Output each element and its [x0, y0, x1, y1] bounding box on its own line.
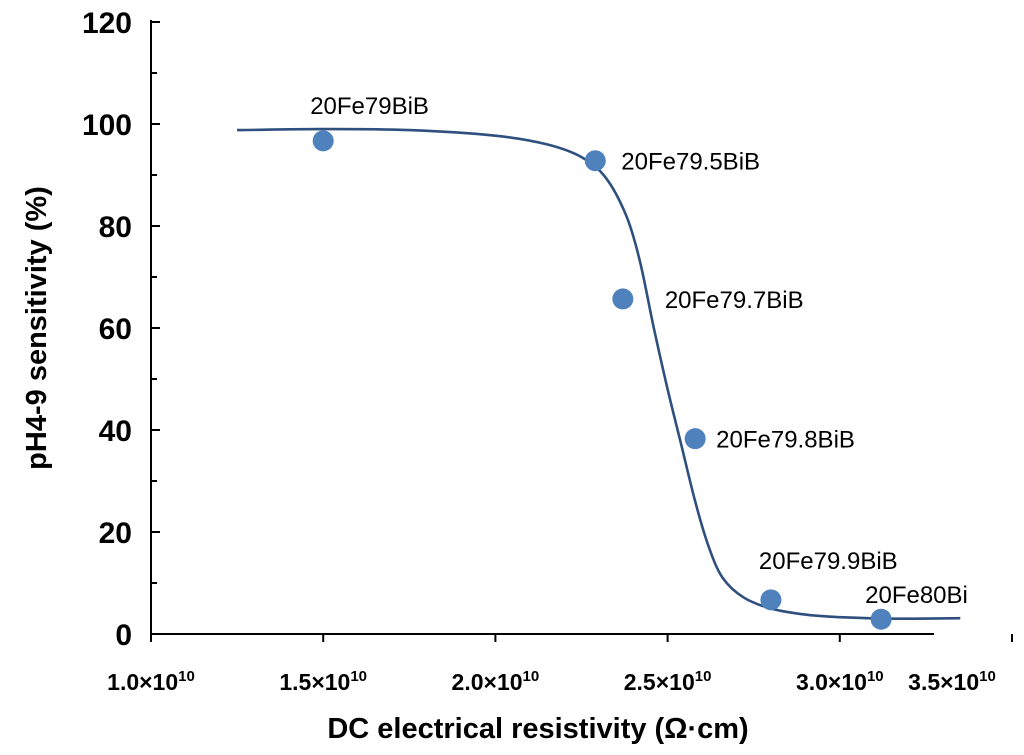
x-tick-label: 3.5×1010 — [908, 668, 996, 695]
x-tick-label: 1.0×1010 — [107, 668, 195, 695]
data-point — [760, 589, 782, 611]
data-point-label: 20Fe79.5BiB — [621, 149, 760, 176]
y-ticks: 0 20 40 60 80 100 120 — [82, 7, 160, 652]
data-point-labels: 20Fe79BiB 20Fe79.5BiB 20Fe79.7BiB 20Fe79.8B… — [310, 93, 968, 609]
data-point — [584, 150, 606, 172]
data-point-label: 20Fe79.9BiB — [759, 548, 898, 575]
data-points — [312, 130, 892, 630]
y-tick-label: 20 — [99, 517, 132, 550]
x-tick-label: 3.0×1010 — [796, 668, 884, 695]
fit-curve — [237, 127, 961, 621]
y-tick-label: 60 — [99, 313, 132, 346]
y-tick-label: 80 — [99, 211, 132, 244]
x-tick-label: 2.0×1010 — [452, 668, 540, 695]
data-point-label: 20Fe80Bi — [865, 582, 968, 609]
x-axis-title: DC electrical resistivity (Ω·cm) — [327, 713, 748, 745]
data-point — [612, 288, 634, 310]
data-point — [684, 428, 706, 450]
x-ticks: 1.0×1010 1.5×1010 2.0×1010 2.5×1010 3.0×1010… — [107, 634, 1013, 695]
x-tick-label: 2.5×1010 — [624, 668, 712, 695]
y-tick-label: 120 — [82, 7, 132, 40]
data-point-label: 20Fe79.7BiB — [665, 287, 804, 314]
x-tick-label: 1.5×1010 — [279, 668, 367, 695]
data-point — [870, 608, 892, 630]
y-tick-label: 0 — [115, 619, 132, 652]
data-point-label: 20Fe79.8BiB — [716, 427, 855, 454]
data-point-label: 20Fe79BiB — [310, 93, 429, 120]
y-tick-label: 40 — [99, 415, 132, 448]
y-tick-label: 100 — [82, 109, 132, 142]
y-axis-title: pH4-9 sensitivity (%) — [21, 186, 53, 470]
data-point — [312, 130, 334, 152]
